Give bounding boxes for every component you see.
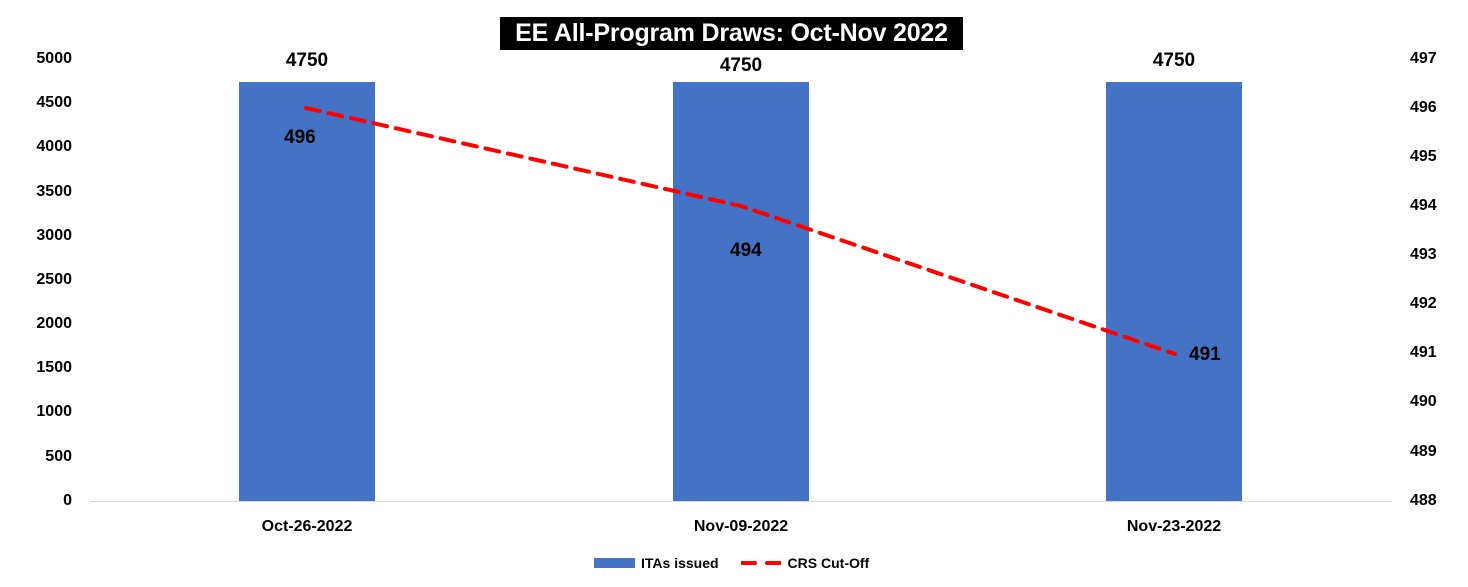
left-tick: 1500: [36, 359, 72, 376]
left-tick: 2000: [36, 315, 72, 332]
left-tick: 3000: [36, 227, 72, 244]
right-tick: 489: [1410, 443, 1437, 460]
legend-item-crs: CRS Cut-Off: [740, 555, 870, 571]
right-tick: 488: [1410, 492, 1437, 509]
x-category-label: Nov-23-2022: [1126, 518, 1222, 535]
left-tick: 5000: [36, 50, 72, 67]
right-tick: 493: [1410, 246, 1437, 263]
bar-itas-nov-23: [1106, 82, 1242, 501]
bar-itas-nov-09: [673, 82, 809, 501]
bar-value-label: 4750: [285, 50, 329, 71]
line-value-label: 491: [1189, 344, 1221, 365]
left-tick: 500: [45, 448, 72, 465]
x-category-label: Oct-26-2022: [261, 518, 353, 535]
right-tick: 496: [1410, 99, 1437, 116]
left-tick: 4000: [36, 138, 72, 155]
bar-swatch-icon: [594, 558, 635, 568]
left-tick: 4500: [36, 94, 72, 111]
legend-label: ITAs issued: [641, 555, 719, 571]
left-tick: 3500: [36, 183, 72, 200]
line-value-label: 496: [284, 127, 316, 148]
left-tick: 2500: [36, 271, 72, 288]
right-tick: 495: [1410, 148, 1437, 165]
x-category-label: Nov-09-2022: [693, 518, 789, 535]
legend: ITAs issued CRS Cut-Off: [594, 555, 891, 571]
left-tick: 0: [63, 492, 72, 509]
bar-value-label: 4750: [1152, 50, 1196, 71]
right-tick: 497: [1410, 50, 1437, 67]
bar-itas-oct-26: [239, 82, 375, 501]
legend-item-itas: ITAs issued: [594, 555, 719, 571]
right-tick: 494: [1410, 197, 1437, 214]
chart-title: EE All-Program Draws: Oct-Nov 2022: [500, 17, 963, 50]
dashed-line-swatch-icon: [740, 561, 781, 565]
right-tick: 492: [1410, 295, 1437, 312]
line-value-label: 494: [730, 240, 762, 261]
left-tick: 1000: [36, 403, 72, 420]
legend-label: CRS Cut-Off: [787, 555, 870, 571]
x-axis-line: [90, 501, 1392, 502]
right-tick: 491: [1410, 344, 1437, 361]
right-tick: 490: [1410, 393, 1437, 410]
bar-value-label: 4750: [719, 55, 763, 76]
